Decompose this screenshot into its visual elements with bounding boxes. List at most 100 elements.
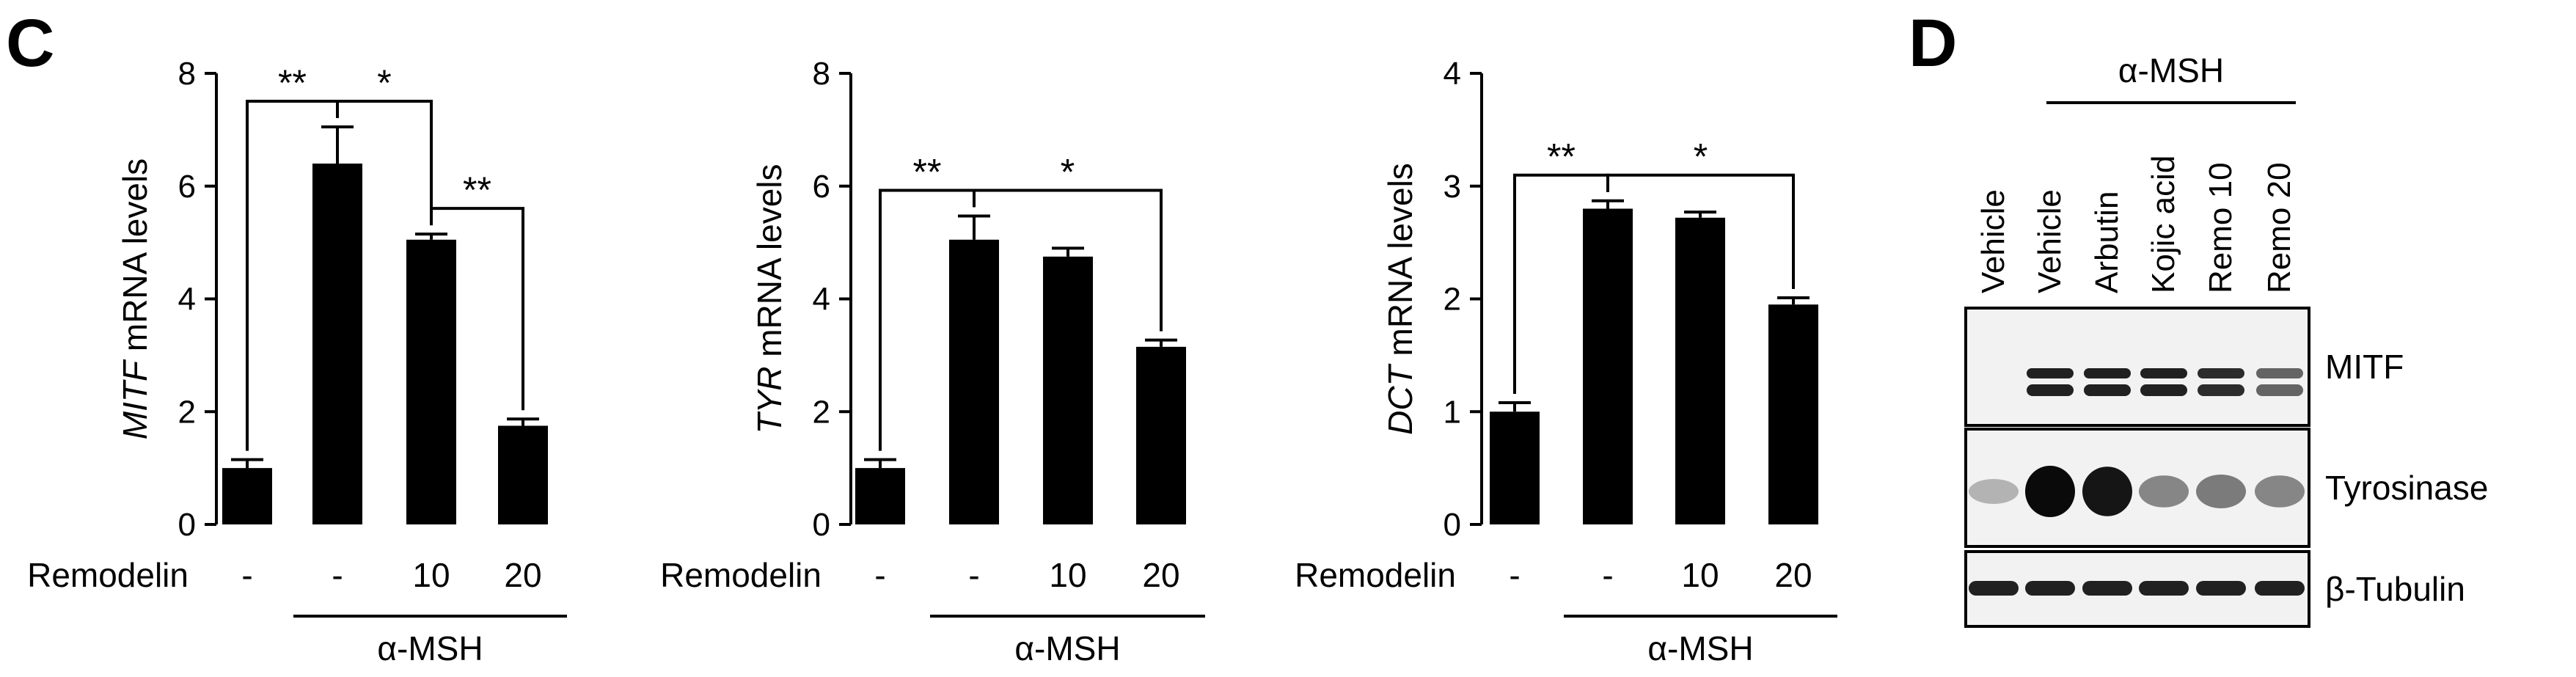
y-axis-title-gene: MITF (116, 359, 154, 439)
significance-label: * (1694, 136, 1708, 178)
y-tick-label: 2 (178, 394, 196, 430)
band (2139, 475, 2189, 508)
x-tick-label: 20 (1774, 556, 1812, 594)
band (2255, 581, 2305, 596)
y-axis-title-unit: mRNA levels (116, 158, 154, 361)
significance-bracket (430, 207, 524, 411)
band (1969, 581, 2019, 596)
band (2025, 581, 2075, 596)
band (2139, 581, 2189, 596)
significance-label: ** (463, 169, 491, 211)
y-axis-title-unit: mRNA levels (1381, 163, 1419, 365)
band (2140, 368, 2187, 378)
band (2082, 466, 2132, 516)
y-tick-label: 8 (178, 56, 196, 92)
significance-label: * (377, 62, 391, 103)
y-tick-label: 4 (178, 282, 196, 318)
panel-d-letter: D (1909, 6, 1957, 81)
band (2025, 466, 2075, 517)
band (2027, 368, 2074, 378)
bar (222, 468, 272, 524)
bar (949, 239, 999, 524)
y-axis-title-gene: DCT (1381, 363, 1419, 434)
y-tick-label: 3 (1443, 169, 1461, 205)
y-tick-label: 0 (1443, 507, 1461, 543)
band (2082, 581, 2132, 596)
significance-bracket (336, 100, 433, 226)
lane-label: Vehicle (2032, 189, 2068, 293)
significance-label: ** (278, 62, 307, 103)
x-tick-label: - (241, 556, 252, 594)
bar (498, 425, 548, 524)
bar (406, 239, 456, 524)
lane-label: Arbutin (2089, 191, 2125, 293)
significance-bracket (973, 189, 1163, 332)
panel-c-letter: C (6, 6, 54, 81)
x-tick-label: - (874, 556, 885, 594)
bar (1768, 304, 1818, 524)
band (2256, 368, 2303, 378)
bar (312, 164, 362, 524)
y-axis-title: DCT mRNA levels (1381, 163, 1419, 435)
lane-label: Remo 10 (2203, 162, 2239, 293)
y-tick-label: 6 (813, 169, 830, 205)
x-tick-label: - (332, 556, 343, 594)
bar (1490, 411, 1540, 524)
treatment-row-label: Remodelin (1295, 556, 1456, 594)
y-tick-label: 2 (1443, 282, 1461, 318)
treatment-row-label: Remodelin (660, 556, 822, 594)
y-axis-title-unit: mRNA levels (750, 164, 788, 366)
y-tick-label: 4 (813, 282, 830, 318)
band (2140, 384, 2187, 396)
lane-label: Vehicle (1975, 189, 2011, 293)
band (2084, 384, 2131, 396)
x-tick-label: - (1602, 556, 1613, 594)
y-tick-label: 1 (1443, 394, 1461, 430)
x-tick-label: 10 (412, 556, 450, 594)
x-tick-label: - (968, 556, 979, 594)
band (2255, 475, 2305, 508)
band (2196, 581, 2246, 596)
band (2084, 368, 2131, 378)
y-tick-label: 2 (813, 394, 830, 430)
x-tick-label: 20 (504, 556, 541, 594)
significance-bracket (1606, 173, 1795, 289)
y-tick-label: 4 (1443, 56, 1461, 92)
lane-label: Remo 20 (2261, 162, 2297, 293)
blot-strip-3: β-Tubulin (1964, 550, 2465, 628)
x-tick-label: 10 (1049, 556, 1086, 594)
y-tick-label: 6 (178, 169, 196, 205)
bar (1675, 217, 1725, 524)
y-axis-title-gene: TYR (750, 367, 788, 434)
group-label: α-MSH (1014, 629, 1120, 667)
y-tick-label: 0 (813, 507, 830, 543)
blot-protein-label: Tyrosinase (2325, 469, 2488, 507)
y-axis-title: TYR mRNA levels (750, 164, 788, 433)
blot-protein-label: β-Tubulin (2325, 570, 2465, 608)
significance-label: ** (1547, 136, 1576, 178)
y-tick-label: 8 (813, 56, 830, 92)
group-label: α-MSH (377, 629, 483, 667)
significance-label: * (1061, 151, 1075, 192)
blot-protein-label: MITF (2325, 348, 2404, 386)
alpha-msh-header: α-MSH (2118, 51, 2224, 89)
group-label: α-MSH (1647, 629, 1753, 667)
blot-frame (1964, 428, 2310, 548)
x-tick-label: 20 (1142, 556, 1179, 594)
x-tick-label: - (1509, 556, 1520, 594)
band (2196, 475, 2246, 508)
band (2198, 368, 2244, 378)
blot-frame (1964, 550, 2310, 628)
x-tick-label: 10 (1681, 556, 1719, 594)
western-blot-panel: α-MSH Vehicle Vehicle Arbutin Kojic acid Remo… (1964, 51, 2488, 628)
blot-strip-2: Tyrosinase (1964, 428, 2488, 548)
treatment-row-label: Remodelin (27, 556, 189, 594)
bar (855, 468, 905, 524)
band (2027, 384, 2074, 396)
significance-label: ** (913, 151, 942, 192)
